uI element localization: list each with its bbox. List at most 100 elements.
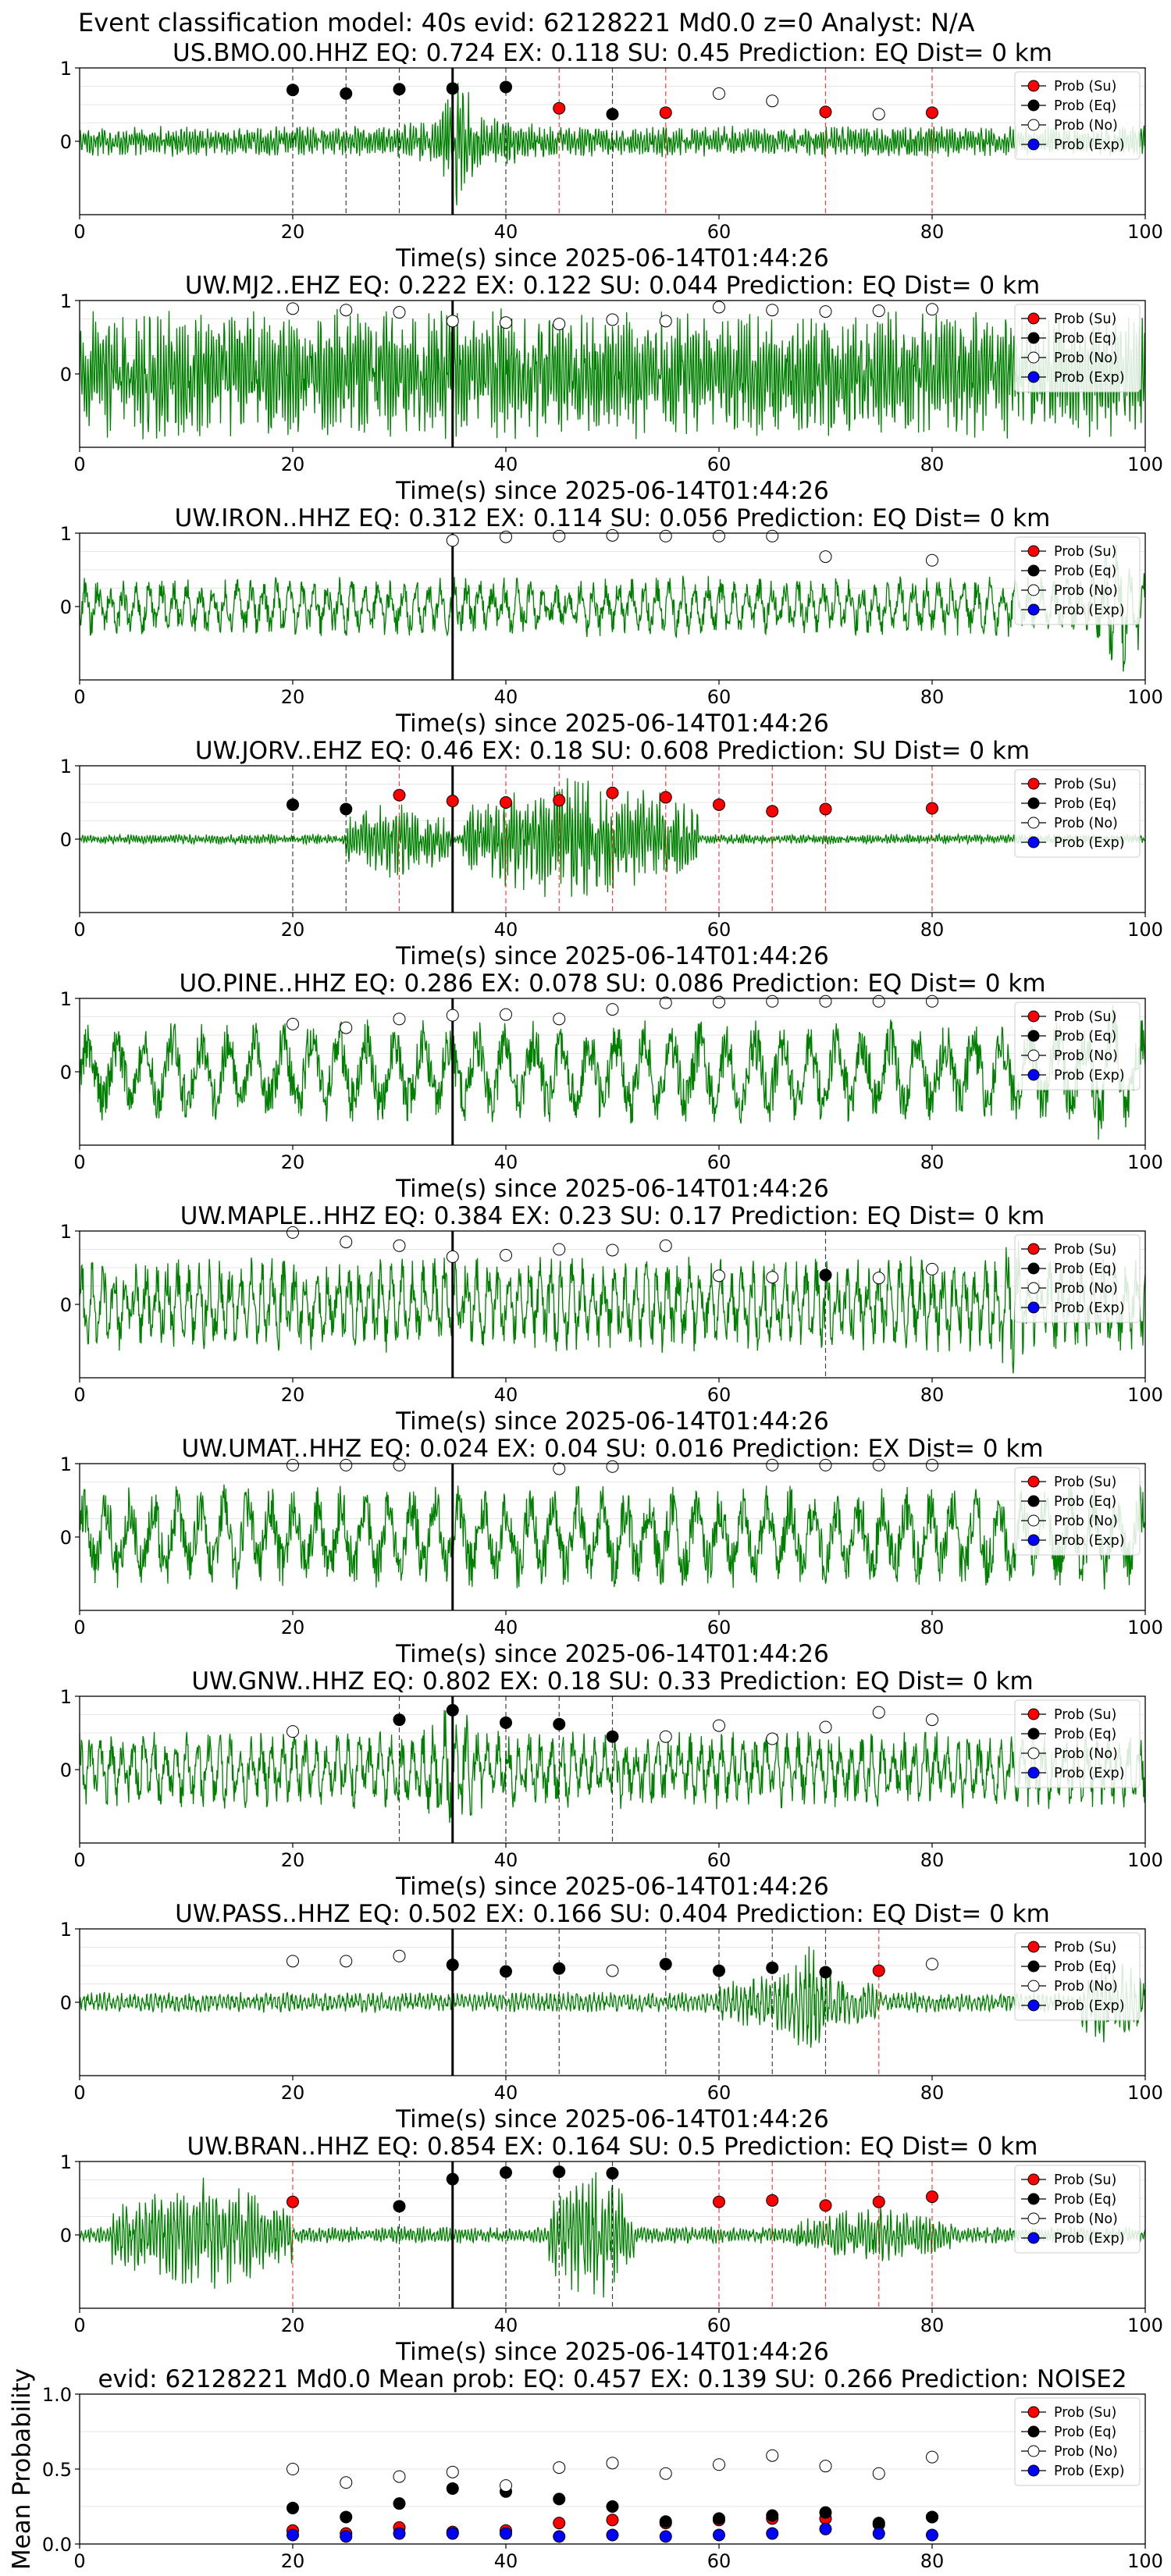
legend-marker [1027,836,1040,849]
y-tick-label: 0 [60,1759,72,1781]
legend-marker [1027,351,1040,364]
x-axis-label: Time(s) since 2025-06-14T01:44:26 [395,1175,829,1203]
legend: Prob (Su) Prob (Eq) Prob (No) Prob (Exp) [1014,536,1141,625]
x-tick-label: 80 [920,1617,945,1638]
y-tick-label: 0 [60,829,72,851]
station-panel: 0 20 40 60 80 100 1 0 UW.IRON..HHZ EQ: 0.312 EX:… [60,504,1163,738]
prob-no-point [659,2467,672,2480]
x-tick-label: 0 [73,686,85,708]
prob-no-point [340,1021,353,1034]
station-panel: 0 20 40 60 80 100 1 0 UW.PASS..HHZ EQ: 0.502 EX:… [60,1900,1163,2133]
prob-eq-point [446,1703,459,1717]
x-tick-label: 40 [494,2550,518,2572]
prob-no-point [340,1955,353,1968]
prob-su-point [819,105,832,119]
prob-no-point [287,2463,299,2475]
legend-label: Prob (Su) [1054,79,1116,94]
x-tick-label: 20 [281,686,305,708]
y-tick-label: 0.5 [42,2459,72,2481]
legend-marker [1027,797,1040,809]
prob-eq-point [819,2506,832,2519]
prob-eq-point [393,2497,406,2510]
panel-title: UW.PASS..HHZ EQ: 0.502 EX: 0.166 SU: 0.4… [175,1900,1050,1928]
y-tick-label: 1 [60,1919,72,1941]
x-tick-label: 80 [920,454,945,475]
legend-marker [1027,1010,1040,1023]
station-panel: 0 20 40 60 80 100 1 0 UW.GNW..HHZ EQ: 0.802 EX: … [60,1667,1163,1901]
panel-title: UW.JORV..EHZ EQ: 0.46 EX: 0.18 SU: 0.608… [195,737,1030,765]
prob-no-point [926,1713,938,1727]
prob-exp-point [393,2527,406,2540]
y-axis-label: Mean Probability [8,2368,36,2570]
x-tick-label: 0 [73,2082,85,2104]
x-tick-label: 20 [281,2082,305,2104]
legend-label: Prob (Eq) [1054,564,1116,579]
prob-su-point [446,795,459,808]
legend-marker [1027,1747,1040,1759]
legend: Prob (Su) Prob (Eq) Prob (No) Prob (Exp) [1014,1234,1141,1323]
x-tick-label: 60 [707,1384,731,1406]
station-panel: 0 20 40 60 80 100 1 0 UW.MJ2..EHZ EQ: 0.222 EX: … [60,272,1163,505]
legend-marker [1027,1999,1040,2012]
x-tick-label: 40 [494,454,518,475]
x-tick-label: 100 [1127,919,1163,941]
x-tick-label: 80 [920,2082,945,2104]
legend-marker [1027,312,1040,325]
prob-exp-point [872,2527,885,2540]
legend-label: Prob (Su) [1054,1475,1116,1490]
x-axis-label: Time(s) since 2025-06-14T01:44:26 [395,1407,829,1436]
panel-title: evid: 62128221 Md0.0 Mean prob: EQ: 0.45… [98,2365,1127,2393]
prob-no-point [393,306,406,319]
prob-eq-point [287,84,299,97]
prob-eq-point [446,1959,459,1972]
prob-no-point [606,1244,619,1257]
legend-marker [1027,2445,1040,2457]
prob-no-point [553,1012,566,1026]
prob-su-point [819,2199,832,2212]
x-tick-label: 0 [73,1151,85,1173]
legend-marker [1027,1960,1040,1973]
prob-no-point [926,1458,938,1471]
prob-no-point [926,553,938,567]
legend-label: Prob (Su) [1054,2172,1116,2188]
y-tick-label: 0.0 [42,2534,72,2556]
y-tick-label: 1 [60,1686,72,1708]
prob-no-point [713,1719,725,1732]
legend-label: Prob (Eq) [1054,2425,1116,2440]
prob-no-point [606,313,619,326]
legend-marker [1027,817,1040,829]
prob-su-point [659,106,672,119]
prob-no-point [553,318,566,331]
x-tick-label: 20 [281,454,305,475]
prob-no-point [287,302,299,315]
x-tick-label: 20 [281,2314,305,2336]
legend-marker [1027,584,1040,596]
prob-no-point [766,1732,779,1745]
x-tick-label: 100 [1127,686,1163,708]
legend-box [1014,304,1141,393]
legend-marker [1027,1767,1040,1779]
waveform-trace [80,777,1145,898]
legend-label: Prob (Eq) [1054,98,1116,114]
prob-exp-point [500,2527,512,2540]
x-tick-label: 100 [1127,2314,1163,2336]
legend-marker [1027,371,1040,383]
prob-no-point [713,301,725,314]
x-tick-label: 40 [494,919,518,941]
legend-marker [1027,1301,1040,1314]
legend-box [1014,769,1141,858]
prob-no-point [766,2449,779,2462]
prob-no-point [500,1008,512,1021]
x-axis-label: Time(s) since 2025-06-14T01:44:26 [395,2338,829,2366]
prob-eq-point [606,2167,619,2180]
prob-no-point [713,87,725,100]
x-tick-label: 40 [494,1849,518,1871]
legend-label: Prob (Exp) [1054,835,1125,851]
legend-label: Prob (Su) [1054,777,1116,792]
prob-no-point [819,550,832,564]
panel-title: UW.UMAT..HHZ EQ: 0.024 EX: 0.04 SU: 0.01… [181,1435,1043,1463]
x-tick-label: 0 [73,454,85,475]
legend-label: Prob (Exp) [1054,603,1125,618]
legend: Prob (Su) Prob (Eq) Prob (No) Prob (Exp) [1014,2397,1141,2486]
